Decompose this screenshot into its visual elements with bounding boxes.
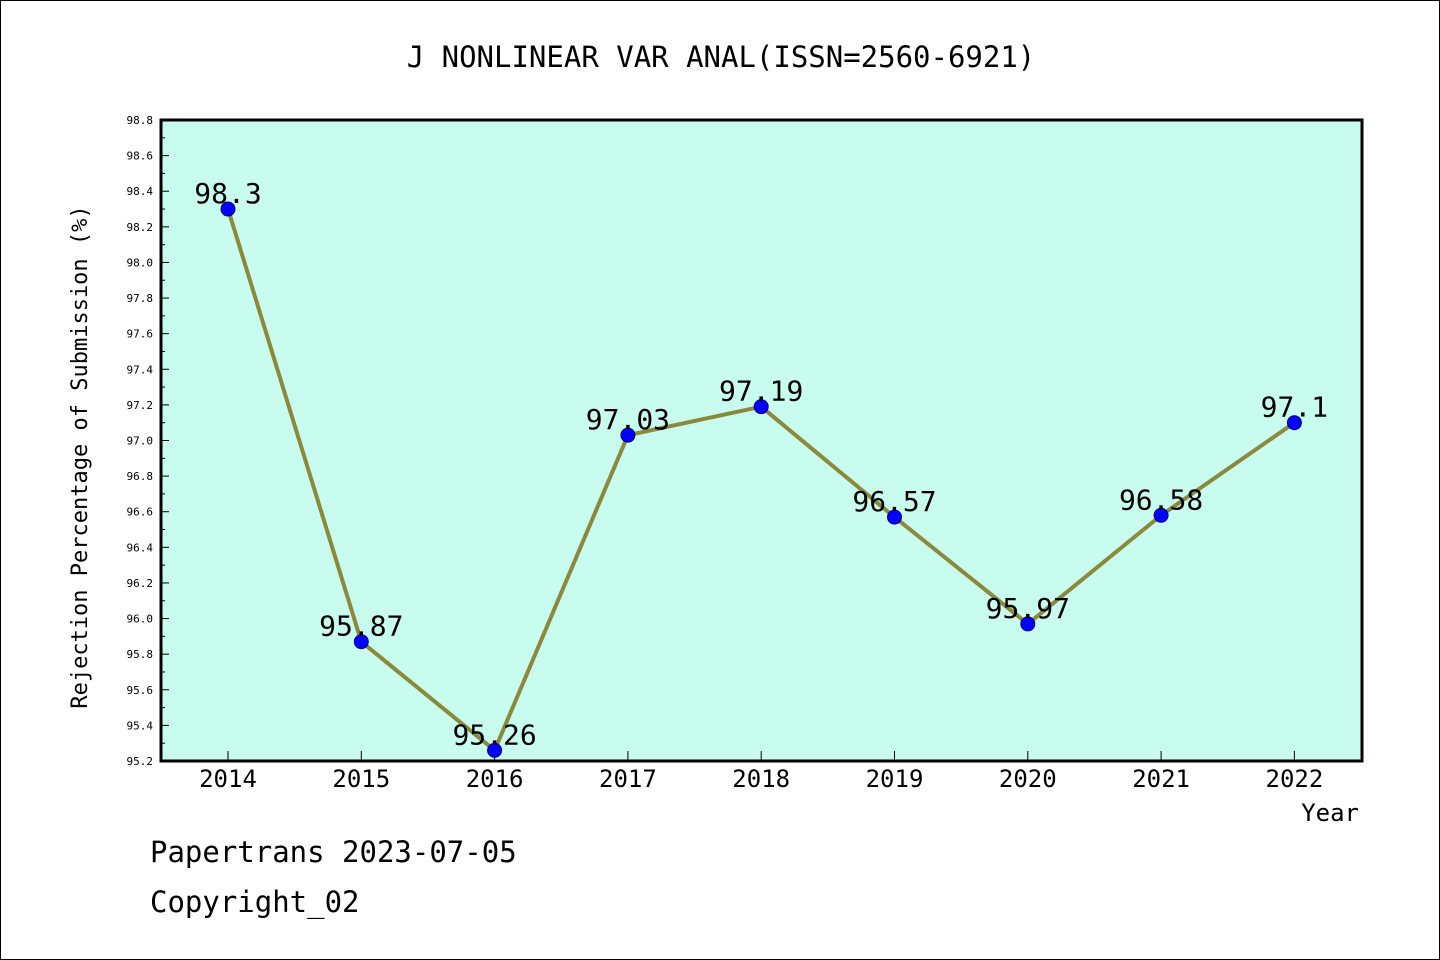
data-point bbox=[753, 399, 769, 415]
y-tick-label: 96.8 bbox=[127, 470, 154, 483]
y-tick-label: 98.0 bbox=[127, 256, 154, 269]
data-point bbox=[1286, 415, 1302, 431]
data-label: 97.03 bbox=[586, 403, 670, 436]
x-tick-label: 2015 bbox=[332, 765, 390, 793]
data-point bbox=[887, 509, 902, 525]
x-tick-label: 2016 bbox=[466, 765, 524, 793]
y-tick-label: 95.8 bbox=[127, 648, 154, 661]
x-tick-label: 2020 bbox=[999, 765, 1057, 793]
data-label: 97.1 bbox=[1261, 391, 1328, 424]
y-tick-label: 96.2 bbox=[127, 577, 154, 590]
data-label: 95.97 bbox=[986, 592, 1070, 625]
x-tick-label: 2021 bbox=[1132, 765, 1190, 793]
y-tick-label: 97.6 bbox=[127, 328, 154, 341]
data-labels: 98.3 95.87 95.26 97.03 97.19 96.57 95.97 96.58 9… bbox=[194, 177, 1328, 751]
y-tick-label: 97.2 bbox=[127, 399, 154, 412]
series-markers bbox=[220, 201, 1302, 758]
data-label: 96.57 bbox=[852, 485, 936, 518]
data-label: 95.26 bbox=[452, 718, 536, 751]
data-label: 96.58 bbox=[1119, 483, 1203, 516]
y-tick-label: 98.8 bbox=[127, 114, 154, 127]
data-point bbox=[220, 201, 236, 217]
plot-area bbox=[159, 118, 1364, 763]
y-tick-label: 97.8 bbox=[127, 292, 154, 305]
y-tick-label: 95.4 bbox=[127, 719, 154, 732]
data-point bbox=[353, 634, 369, 650]
y-tick-label: 97.0 bbox=[127, 435, 154, 448]
data-point bbox=[1020, 616, 1036, 632]
y-tick-label: 97.4 bbox=[127, 363, 154, 376]
chart-title: J NONLINEAR VAR ANAL(ISSN=2560-6921) bbox=[407, 40, 1036, 74]
y-tick-label: 98.2 bbox=[127, 221, 154, 234]
data-label: 97.19 bbox=[719, 375, 803, 408]
y-tick-label: 96.0 bbox=[127, 613, 154, 626]
x-tick-label: 2022 bbox=[1266, 765, 1324, 793]
x-axis-title: Year bbox=[1301, 799, 1359, 827]
y-axis-title: Rejection Percentage of Submission (%) bbox=[68, 205, 93, 708]
y-tick-label: 95.2 bbox=[127, 755, 154, 768]
y-axis: 95.2 95.4 95.6 95.8 96.0 96.2 96.4 96.6 96.8 97.0… bbox=[127, 114, 169, 768]
data-label: 95.87 bbox=[319, 610, 403, 643]
x-tick-label: 2014 bbox=[199, 765, 257, 793]
y-tick-label: 96.4 bbox=[127, 541, 154, 554]
data-point bbox=[487, 742, 503, 758]
copyright-note: Copyright_02 bbox=[150, 885, 360, 919]
y-tick-label: 95.6 bbox=[127, 684, 154, 697]
y-tick-label: 98.4 bbox=[127, 185, 154, 198]
x-tick-label: 2019 bbox=[866, 765, 924, 793]
x-tick-label: 2017 bbox=[599, 765, 657, 793]
y-tick-label: 96.6 bbox=[127, 506, 154, 519]
source-stamp: Papertrans 2023-07-05 bbox=[150, 835, 517, 869]
data-point bbox=[620, 427, 636, 443]
x-tick-label: 2018 bbox=[732, 765, 790, 793]
y-tick-label: 98.6 bbox=[127, 150, 154, 163]
x-axis: 2014 2015 2016 2017 2018 2019 2020 2021 2022 bbox=[199, 751, 1323, 793]
data-label: 98.3 bbox=[194, 177, 261, 210]
data-point bbox=[1153, 507, 1169, 523]
